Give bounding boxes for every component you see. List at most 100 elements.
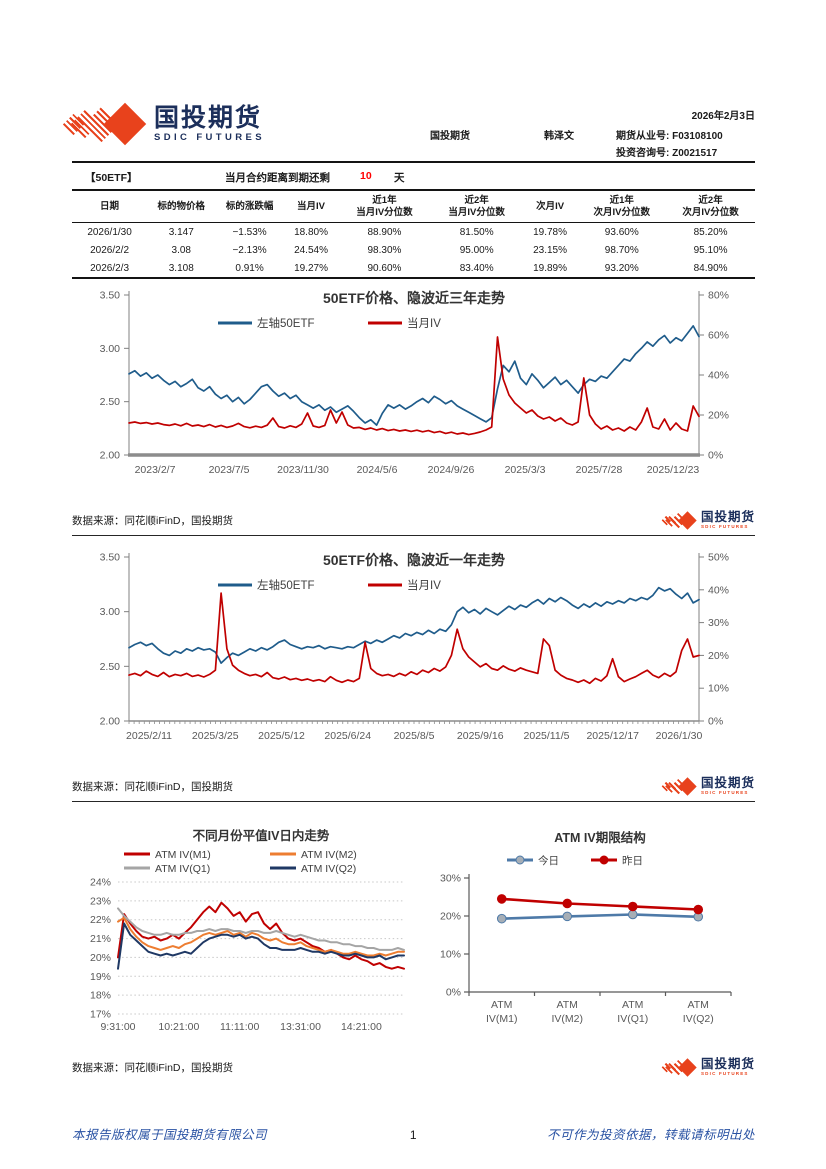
page-number: 1	[409, 1128, 418, 1142]
table-cell: 95.00%	[459, 244, 494, 256]
section-divider-2	[72, 801, 755, 802]
table-cell: 23.15%	[533, 244, 568, 256]
table-cell: 3.108	[168, 262, 194, 274]
svg-text:左轴50ETF: 左轴50ETF	[257, 316, 315, 330]
svg-text:2025/3/3: 2025/3/3	[505, 464, 546, 476]
disclaimer-text: 不可作为投资依据，转载请标明出处	[546, 1128, 755, 1142]
table-cell: 2026/1/30	[87, 226, 132, 238]
svg-text:2025/7/28: 2025/7/28	[576, 464, 623, 476]
report-header: 国投期货 SDIC FUTURES 2026年2月3日 国投期货 韩泽文 期货从…	[62, 102, 755, 161]
svg-text:IV(Q1): IV(Q1)	[617, 1013, 648, 1025]
svg-text:今日: 今日	[538, 854, 559, 867]
svg-text:当月IV: 当月IV	[407, 316, 441, 330]
company-logo-small: 国投期货 SDIC FUTURES	[661, 777, 755, 796]
table-cell: 90.60%	[367, 262, 402, 274]
svg-text:IV(M2): IV(M2)	[552, 1013, 584, 1025]
data-source-text: 数据来源：同花顺iFinD，国投期货	[72, 1061, 234, 1074]
table-cell: 19.89%	[533, 262, 568, 274]
table-header-cell: 近1年 次月IV分位数	[577, 190, 667, 223]
chart-atm-iv-term-structure: 30% 20% 10% 0% ATM IV(M1) ATM IV(M2) ATM IV(Q1) AT…	[440, 830, 732, 1025]
analyst-name: 韩泽文	[544, 131, 574, 142]
company-logo-small: 国投期货 SDIC FUTURES	[661, 1058, 755, 1077]
advisory-license-no: 投资咨询号: Z0021517	[616, 148, 718, 159]
svg-text:2.50: 2.50	[100, 661, 121, 673]
table-cell: 98.30%	[367, 244, 402, 256]
table-cell: 0.91%	[235, 262, 264, 274]
svg-text:2.50: 2.50	[100, 396, 121, 408]
svg-text:40%: 40%	[708, 370, 729, 382]
table-header-cell: 近2年 次月IV分位数	[666, 190, 755, 223]
svg-text:50ETF价格、隐波近一年走势: 50ETF价格、隐波近一年走势	[323, 552, 505, 568]
expiry-label: 当月合约距离到期还剩	[225, 172, 330, 184]
svg-text:ATM: ATM	[491, 999, 512, 1011]
table-header-cell: 次月IV	[522, 190, 578, 223]
svg-text:ATM IV(Q2): ATM IV(Q2)	[301, 863, 356, 875]
data-source-text: 数据来源：同花顺iFinD，国投期货	[72, 514, 234, 527]
svg-text:21%: 21%	[90, 933, 111, 945]
table-cell: 85.20%	[693, 226, 728, 238]
table-header-cell: 当月IV	[283, 190, 339, 223]
svg-text:0%: 0%	[446, 987, 461, 999]
svg-text:2025/11/5: 2025/11/5	[524, 730, 570, 742]
table-cell: 3.147	[168, 226, 194, 238]
svg-text:2025/2/11: 2025/2/11	[126, 730, 172, 742]
section-chart-1y: 3.50 3.00 2.50 2.00 50% 40% 30% 20% 10% 0% 2025/2/…	[72, 545, 755, 801]
table-cell: 93.60%	[604, 226, 639, 238]
svg-text:ATM: ATM	[622, 999, 643, 1011]
svg-text:2025/8/5: 2025/8/5	[394, 730, 435, 742]
svg-text:ATM IV(Q1): ATM IV(Q1)	[155, 863, 210, 875]
svg-text:20%: 20%	[90, 952, 111, 964]
svg-text:2023/7/5: 2023/7/5	[209, 464, 250, 476]
company-logo-small: 国投期货 SDIC FUTURES	[661, 511, 755, 530]
svg-text:IV(Q2): IV(Q2)	[683, 1013, 714, 1025]
svg-text:ATM: ATM	[557, 999, 578, 1011]
svg-text:23%: 23%	[90, 895, 111, 907]
svg-text:不同月份平值IV日内走势: 不同月份平值IV日内走势	[193, 828, 330, 843]
header-divider	[72, 161, 755, 163]
table-cell: 3.08	[171, 244, 191, 256]
svg-text:11:11:00: 11:11:00	[220, 1021, 259, 1033]
chart-50etf-1y-trend: 3.50 3.00 2.50 2.00 50% 40% 30% 20% 10% 0% 2025/2/…	[100, 552, 729, 743]
table-cell: 98.70%	[604, 244, 639, 256]
svg-text:3.00: 3.00	[100, 343, 121, 355]
table-row: 2026/2/3 3.108 0.91% 19.27% 90.60% 83.40% 19.8…	[72, 259, 755, 278]
svg-text:2025/9/16: 2025/9/16	[457, 730, 504, 742]
table-header-cell: 标的涨跌幅	[215, 190, 284, 223]
table-row: 2026/2/2 3.08 −2.13% 24.54% 98.30% 95.00% 23.1…	[72, 241, 755, 259]
svg-text:3.50: 3.50	[100, 290, 121, 302]
svg-text:2023/11/30: 2023/11/30	[277, 464, 329, 476]
bottom-charts-row: 24% 23% 22% 21% 20% 19% 18% 17% 9:31:00 10:21:00 1…	[72, 824, 755, 1042]
logo-company-name: 国投期货	[154, 104, 263, 132]
table-cell: 2026/2/3	[90, 262, 130, 274]
svg-text:10:21:00: 10:21:00	[158, 1021, 199, 1033]
table-cell: −2.13%	[232, 244, 267, 256]
svg-text:2025/5/12: 2025/5/12	[258, 730, 305, 742]
table-cell: 93.20%	[604, 262, 639, 274]
table-cell: −1.53%	[232, 226, 267, 238]
table-row: 2026/1/30 3.147 −1.53% 18.80% 88.90% 81.50% 19…	[72, 223, 755, 242]
svg-text:30%: 30%	[708, 617, 729, 629]
days-to-expiry-value: 10	[360, 170, 372, 182]
logo-company-name-en: SDIC FUTURES	[154, 132, 265, 143]
svg-text:60%: 60%	[708, 330, 729, 342]
svg-text:2024/9/26: 2024/9/26	[428, 464, 475, 476]
svg-text:3.50: 3.50	[100, 552, 121, 564]
days-unit: 天	[394, 172, 405, 184]
svg-text:ATM IV(M2): ATM IV(M2)	[301, 849, 357, 861]
svg-text:2023/2/7: 2023/2/7	[135, 464, 176, 476]
svg-text:左轴50ETF: 左轴50ETF	[257, 578, 315, 592]
table-header-cell: 标的物价格	[147, 190, 216, 223]
svg-text:40%: 40%	[708, 584, 729, 596]
source-row-2: 数据来源：同花顺iFinD，国投期货 国投期货 SDIC FUTURES	[72, 771, 755, 801]
svg-text:昨日: 昨日	[622, 855, 643, 867]
source-row-3: 数据来源：同花顺iFinD，国投期货 国投期货 SDIC FUTURES	[72, 1052, 755, 1082]
svg-text:2025/12/23: 2025/12/23	[647, 464, 700, 476]
svg-text:0%: 0%	[708, 450, 723, 462]
svg-text:当月IV: 当月IV	[407, 578, 441, 592]
svg-text:13:31:00: 13:31:00	[280, 1021, 321, 1033]
svg-text:0%: 0%	[708, 716, 723, 728]
table-cell: 95.10%	[693, 244, 728, 256]
chart-atm-iv-intraday: 24% 23% 22% 21% 20% 19% 18% 17%9:31:00 10:21:00 1…	[90, 828, 405, 1033]
svg-text:IV(M1): IV(M1)	[486, 1013, 518, 1025]
